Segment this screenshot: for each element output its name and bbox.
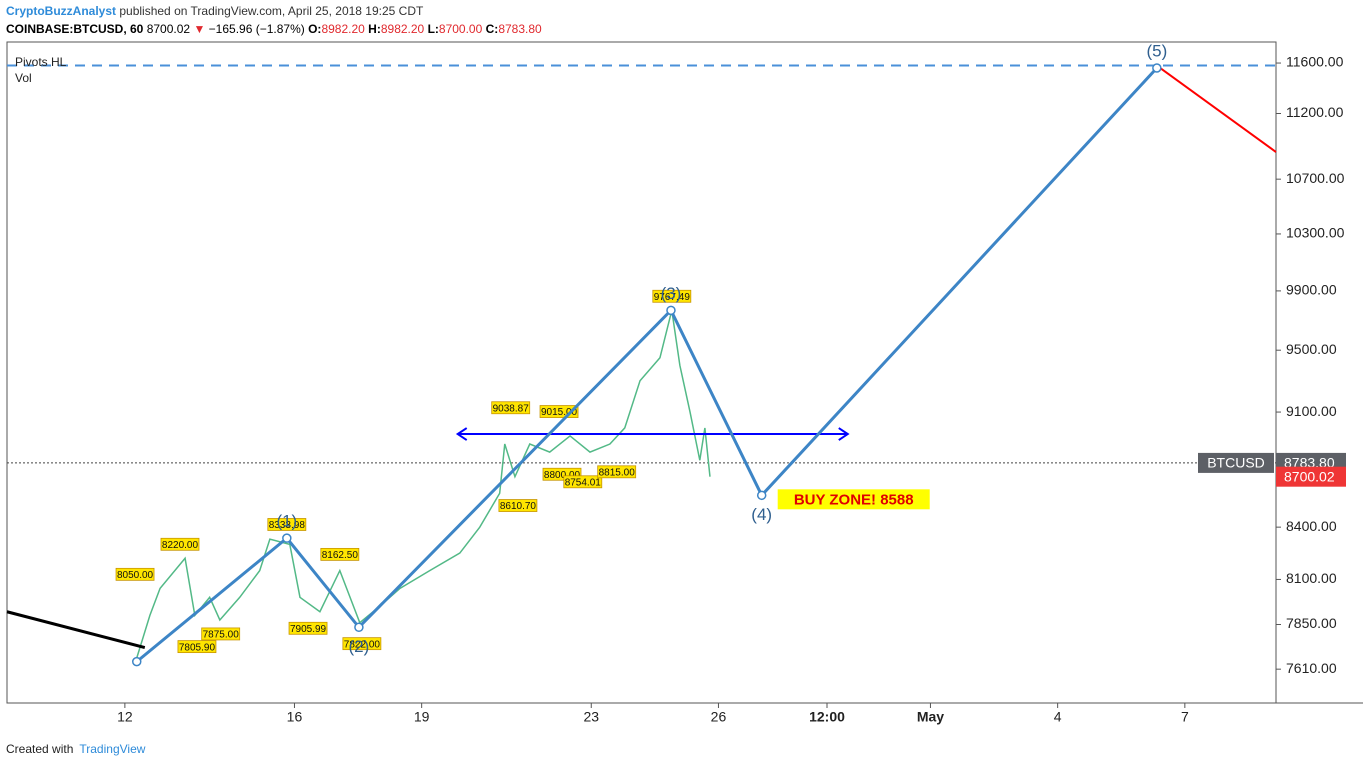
wave-line bbox=[135, 66, 1158, 663]
wave-label: (3) bbox=[661, 284, 682, 303]
price-line bbox=[134, 310, 711, 664]
pivot-box bbox=[160, 537, 200, 551]
pivot-label: 8610.70 bbox=[500, 501, 537, 512]
y-tick-label: 7850.00 bbox=[1286, 615, 1337, 631]
high: 8982.20 bbox=[380, 22, 425, 36]
symbol-label: BTCUSD bbox=[1207, 455, 1265, 471]
wave-label: (4) bbox=[751, 505, 772, 524]
pivot-box bbox=[491, 401, 531, 415]
y-tick-label: 11600.00 bbox=[1286, 54, 1344, 70]
pivot-label: 8800.00 bbox=[544, 470, 581, 481]
pivot-box bbox=[597, 465, 637, 479]
pivot-label: 8333.98 bbox=[269, 520, 306, 531]
pivot-box bbox=[115, 567, 155, 581]
x-tick-label: 7 bbox=[1181, 709, 1189, 725]
pivot-box bbox=[498, 499, 538, 512]
y-tick-label: 8100.00 bbox=[1286, 570, 1337, 586]
wave-label: (5) bbox=[1146, 41, 1167, 60]
change: −165.96 (−1.87%) bbox=[208, 22, 305, 36]
arrow-head bbox=[838, 427, 850, 441]
pivot-box bbox=[201, 627, 241, 641]
pivot-label: 9767.49 bbox=[654, 292, 691, 303]
symbol: COINBASE:BTCUSD, 60 bbox=[6, 22, 144, 36]
wave-label: (1) bbox=[276, 512, 297, 531]
wave-point bbox=[756, 490, 767, 501]
pivot-label: 8815.00 bbox=[599, 467, 636, 478]
wave-point bbox=[1152, 63, 1162, 73]
symbol-box bbox=[1198, 452, 1274, 473]
y-tick-label: 11200.00 bbox=[1286, 104, 1344, 120]
wave-point bbox=[666, 305, 676, 316]
pivot-box bbox=[267, 518, 307, 531]
buy-zone-box bbox=[777, 489, 930, 510]
last-price-label: 8783.80 bbox=[1284, 455, 1335, 471]
created: Created with bbox=[6, 742, 74, 756]
brand[interactable]: TradingView bbox=[79, 742, 146, 756]
pivot-box bbox=[288, 621, 328, 635]
y-tick-label: 10700.00 bbox=[1286, 170, 1345, 186]
current-price-label: 8700.02 bbox=[1284, 468, 1335, 484]
published: published on TradingView.com, April 25, … bbox=[119, 4, 424, 18]
pivot-box bbox=[652, 289, 692, 303]
pivot-label: 8220.00 bbox=[162, 540, 199, 551]
pivot-box bbox=[342, 637, 382, 651]
author[interactable]: CryptoBuzzAnalyst bbox=[6, 4, 117, 18]
symbol-bar: COINBASE:BTCUSD, 60 8700.02 ▼ −165.96 (−… bbox=[6, 22, 542, 36]
indicator[interactable]: Pivots HL bbox=[15, 55, 67, 69]
y-tick-label: 7610.00 bbox=[1286, 660, 1337, 676]
open: 8982.20 bbox=[321, 22, 365, 36]
plot-frame bbox=[6, 41, 1277, 704]
price: 8700.02 bbox=[146, 22, 191, 36]
pivot-label: 7875.00 bbox=[203, 630, 240, 641]
wave-point bbox=[131, 656, 142, 667]
low: 8700.00 bbox=[438, 22, 483, 36]
high-label: H: bbox=[368, 22, 381, 36]
pivot-box bbox=[563, 475, 603, 489]
y-tick-label: 9100.00 bbox=[1286, 403, 1337, 419]
header: CryptoBuzzAnalyst published on TradingVi… bbox=[6, 4, 423, 18]
arrow: ▼ bbox=[193, 22, 206, 36]
current-price-box bbox=[1276, 466, 1346, 487]
pivot-box bbox=[177, 640, 217, 654]
pivot-box bbox=[320, 547, 360, 561]
pivot-label: 9015.00 bbox=[541, 407, 578, 418]
open-label: O: bbox=[308, 22, 322, 36]
x-tick-label: 16 bbox=[287, 709, 303, 725]
low-label: L: bbox=[427, 22, 439, 36]
wave-point bbox=[282, 533, 292, 543]
x-tick-label: 26 bbox=[711, 709, 727, 725]
pivot-label: 7905.99 bbox=[290, 624, 327, 635]
pivot-label: 8162.50 bbox=[322, 550, 359, 561]
x-tick-label: 12:00 bbox=[809, 709, 845, 725]
y-tick-label: 9500.00 bbox=[1286, 341, 1337, 357]
y-tick-label: 8400.00 bbox=[1286, 518, 1337, 534]
indicator[interactable]: Vol bbox=[15, 71, 32, 85]
y-tick-label: 9900.00 bbox=[1286, 282, 1337, 298]
footer: Created with TradingView bbox=[6, 742, 145, 756]
arrow-head bbox=[455, 427, 468, 441]
pivot-label: 9038.87 bbox=[493, 403, 530, 414]
y-tick-label: 10300.00 bbox=[1286, 225, 1345, 241]
indicators: Pivots HL Vol bbox=[15, 54, 66, 86]
pivot-label: 8754.01 bbox=[565, 477, 602, 488]
projection-line bbox=[1159, 67, 1277, 153]
pivot-label: 7805.90 bbox=[179, 642, 216, 653]
wave-point bbox=[354, 622, 364, 633]
x-tick-label: 4 bbox=[1054, 709, 1062, 725]
buy-zone-label: BUY ZONE! 8588 bbox=[794, 491, 914, 508]
x-tick-label: 23 bbox=[583, 709, 599, 725]
x-tick-label: 12 bbox=[117, 709, 133, 725]
close-label: C: bbox=[485, 22, 499, 36]
x-tick-label: 19 bbox=[414, 709, 430, 725]
x-tick-label: May bbox=[917, 709, 944, 725]
trend-line bbox=[6, 610, 146, 650]
pivot-label: 8050.00 bbox=[117, 570, 154, 581]
close: 8783.80 bbox=[498, 22, 542, 36]
pivot-label: 7822.00 bbox=[344, 639, 381, 650]
wave-label: (2) bbox=[349, 637, 370, 656]
